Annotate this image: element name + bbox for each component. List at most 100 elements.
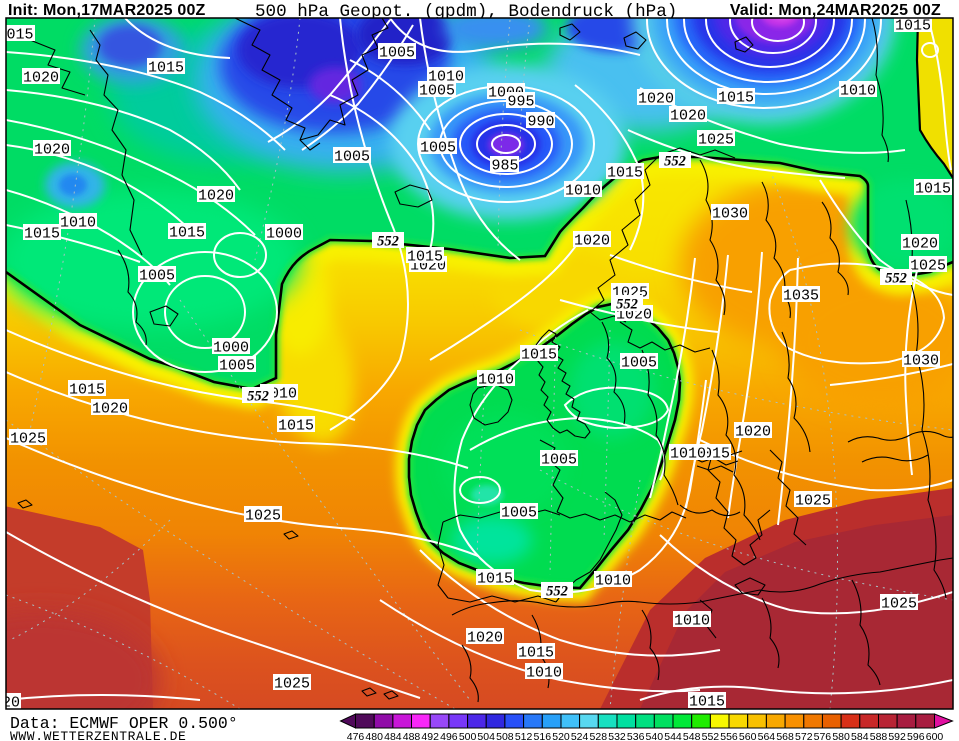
svg-text:524: 524 [571,731,589,741]
svg-text:1020: 1020 [670,108,706,125]
svg-text:1025: 1025 [698,132,734,149]
svg-text:512: 512 [515,731,533,741]
svg-text:552: 552 [546,584,568,600]
svg-text:1010: 1010 [478,372,514,389]
svg-text:1020: 1020 [467,630,503,647]
svg-text:596: 596 [907,731,925,741]
svg-text:1010: 1010 [674,613,710,630]
svg-text:580: 580 [832,731,850,741]
svg-text:600: 600 [926,731,944,741]
svg-text:1015: 1015 [477,571,513,588]
svg-text:1015: 1015 [521,347,557,364]
svg-text:556: 556 [720,731,738,741]
svg-text:1005: 1005 [501,505,537,522]
svg-text:1015: 1015 [69,382,105,399]
svg-text:516: 516 [534,731,552,741]
svg-text:492: 492 [421,731,439,741]
svg-text:504: 504 [477,731,495,741]
svg-text:1025: 1025 [795,493,831,510]
svg-text:1010: 1010 [670,446,706,463]
svg-text:584: 584 [851,731,869,741]
svg-text:552: 552 [616,297,638,313]
svg-text:1005: 1005 [541,452,577,469]
svg-text:496: 496 [440,731,458,741]
svg-text:1020: 1020 [574,233,610,250]
svg-text:1010: 1010 [60,215,96,232]
svg-text:552: 552 [702,731,720,741]
svg-text:552: 552 [885,271,907,287]
svg-text:1015: 1015 [148,60,184,77]
svg-text:488: 488 [403,731,421,741]
svg-text:990: 990 [527,114,554,131]
svg-text:1020: 1020 [638,91,674,108]
svg-text:1020: 1020 [735,424,771,441]
svg-text:536: 536 [627,731,645,741]
svg-text:1000: 1000 [266,226,302,243]
svg-text:1010: 1010 [526,665,562,682]
svg-text:1020: 1020 [23,70,59,87]
svg-text:1005: 1005 [379,45,415,62]
svg-text:Valid: Mon,24MAR2025 00Z: Valid: Mon,24MAR2025 00Z [730,2,941,19]
svg-text:1010: 1010 [565,183,601,200]
svg-text:995: 995 [507,94,534,111]
svg-text:1020: 1020 [92,401,128,418]
svg-text:1025: 1025 [245,508,281,525]
svg-text:1005: 1005 [334,149,370,166]
svg-text:476: 476 [347,731,365,741]
svg-text:1005: 1005 [139,268,175,285]
svg-text:1010: 1010 [595,573,631,590]
svg-text:985: 985 [491,158,518,175]
svg-text:588: 588 [870,731,888,741]
svg-text:564: 564 [758,731,776,741]
svg-text:1015: 1015 [169,225,205,242]
svg-text:Data: ECMWF OPER 0.500°: Data: ECMWF OPER 0.500° [10,714,238,733]
svg-text:572: 572 [795,731,813,741]
svg-text:1005: 1005 [621,355,657,372]
svg-text:480: 480 [365,731,383,741]
svg-text:1005: 1005 [219,358,255,375]
svg-text:540: 540 [646,731,664,741]
svg-text:1015: 1015 [689,694,725,711]
svg-text:1015: 1015 [895,18,931,35]
svg-text:WWW.WETTERZENTRALE.DE: WWW.WETTERZENTRALE.DE [10,729,186,741]
svg-text:552: 552 [247,389,269,405]
svg-text:1015: 1015 [915,181,951,198]
svg-text:Init: Mon,17MAR2025 00Z: Init: Mon,17MAR2025 00Z [8,2,206,19]
svg-text:484: 484 [384,731,402,741]
svg-text:1015: 1015 [278,418,314,435]
svg-text:520: 520 [552,731,570,741]
svg-text:1015: 1015 [607,165,643,182]
svg-text:1025: 1025 [10,431,46,448]
svg-text:548: 548 [683,731,701,741]
svg-text:20: 20 [2,695,20,712]
svg-text:1015: 1015 [518,645,554,662]
svg-text:552: 552 [377,234,399,250]
svg-text:1025: 1025 [910,258,946,275]
svg-text:592: 592 [888,731,906,741]
svg-text:1010: 1010 [840,83,876,100]
svg-text:552: 552 [664,154,686,170]
svg-text:500 hPa Geopot. (gpdm), Bodend: 500 hPa Geopot. (gpdm), Bodendruck (hPa) [255,2,677,22]
svg-text:1030: 1030 [903,353,939,370]
svg-text:1035: 1035 [783,288,819,305]
svg-text:1005: 1005 [420,140,456,157]
svg-text:1025: 1025 [881,596,917,613]
svg-text:576: 576 [814,731,832,741]
svg-text:560: 560 [739,731,757,741]
svg-text:508: 508 [496,731,514,741]
svg-text:1020: 1020 [902,236,938,253]
svg-text:544: 544 [664,731,682,741]
svg-text:532: 532 [608,731,626,741]
svg-text:015: 015 [6,27,33,44]
svg-text:1005: 1005 [419,83,455,100]
svg-text:1015: 1015 [407,249,443,266]
svg-text:1000: 1000 [213,340,249,357]
svg-text:568: 568 [776,731,794,741]
svg-text:1020: 1020 [34,142,70,159]
svg-text:1025: 1025 [274,676,310,693]
svg-text:528: 528 [590,731,608,741]
svg-text:1015: 1015 [24,226,60,243]
svg-text:500: 500 [459,731,477,741]
svg-text:1015: 1015 [718,90,754,107]
svg-text:1030: 1030 [712,206,748,223]
